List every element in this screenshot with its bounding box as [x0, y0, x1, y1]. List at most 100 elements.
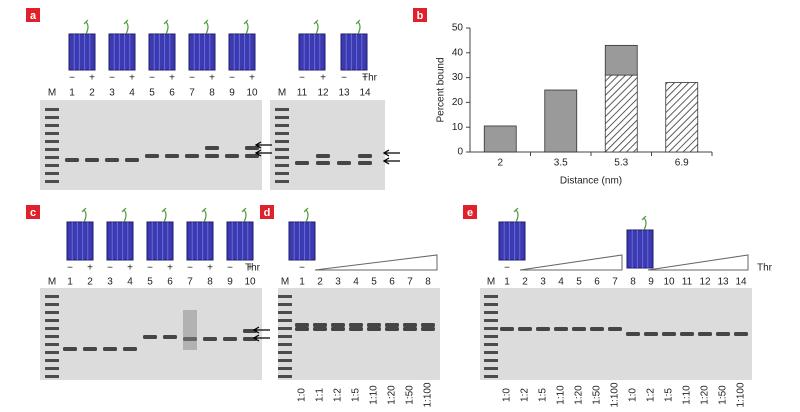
ratio-label: 1:0	[628, 388, 639, 402]
ratio-label: 1:5	[664, 388, 675, 402]
treatment-sign: −	[147, 263, 153, 274]
ladder-band	[484, 375, 498, 378]
gel-band	[83, 347, 97, 351]
panel-label: a	[30, 10, 37, 22]
ladder-band	[45, 303, 59, 306]
gel-band	[608, 327, 622, 331]
origami-icon	[186, 221, 214, 261]
treatment-sign: −	[341, 73, 347, 84]
ratio-label: 1:0	[502, 388, 513, 402]
gel-band	[105, 158, 119, 162]
lane-number: 2	[89, 88, 95, 99]
panel-label: b	[417, 10, 424, 22]
ladder-band	[45, 327, 59, 330]
arrow	[382, 149, 400, 157]
ladder-band	[278, 311, 292, 314]
ladder-band	[45, 172, 59, 175]
icon-loop	[241, 207, 247, 223]
gel-band	[500, 327, 514, 331]
treatment-label: Thr	[362, 73, 378, 84]
x-tick-label: 6.9	[675, 158, 689, 169]
ladder-band	[484, 343, 498, 346]
y-tick-label: 10	[452, 122, 464, 133]
ladder-band	[45, 116, 59, 119]
icon-loop	[161, 207, 167, 223]
x-axis-title: Distance (nm)	[560, 176, 622, 187]
ladder-band	[45, 343, 59, 346]
ladder-band	[45, 180, 59, 183]
origami-icon	[226, 221, 254, 261]
arrow	[254, 149, 272, 157]
ratio-label: 1:20	[387, 385, 398, 405]
treatment-sign: −	[107, 263, 113, 274]
ratio-label: 1:10	[682, 385, 693, 405]
titration-wedge	[647, 254, 749, 271]
ladder-band	[45, 132, 59, 135]
lane-number: 4	[558, 277, 564, 288]
lane-number: 6	[594, 277, 600, 288]
gel-band	[518, 327, 532, 331]
ratio-label: 1:50	[592, 385, 603, 405]
panel-label: d	[264, 207, 271, 219]
gel-band	[716, 332, 730, 336]
ratio-label: 1:100	[610, 382, 621, 407]
ladder-band	[275, 132, 289, 135]
arrow	[382, 157, 400, 165]
ladder-band	[278, 319, 292, 322]
lane-number: 10	[663, 277, 675, 288]
lane-number: 7	[189, 88, 195, 99]
lane-number: 11	[682, 277, 693, 288]
treatment-sign: −	[69, 73, 75, 84]
ladder-band	[275, 156, 289, 159]
lane-number: 10	[244, 277, 256, 288]
lane-number: 3	[335, 277, 341, 288]
gel-band	[313, 327, 327, 331]
icon-loop	[123, 19, 129, 35]
lane-number: 11	[297, 88, 308, 99]
gel-band	[590, 327, 604, 331]
origami-icon	[68, 33, 96, 71]
x-tick-label: 3.5	[554, 158, 568, 169]
gel-band	[403, 327, 417, 331]
gel-band	[644, 332, 658, 336]
gel-band	[349, 323, 363, 327]
ladder-band	[45, 108, 59, 111]
treatment-sign: −	[149, 73, 155, 84]
icon-loop	[243, 19, 249, 35]
ladder-band	[275, 108, 289, 111]
icon-loop	[81, 207, 87, 223]
bar	[604, 74, 638, 153]
panel-label-box	[26, 205, 40, 219]
gel	[40, 288, 262, 380]
ladder-band	[45, 351, 59, 354]
ladder-band	[45, 311, 59, 314]
lane-number: 13	[717, 277, 729, 288]
panel-label-box	[463, 205, 477, 219]
treatment-sign: −	[187, 263, 193, 274]
origami-icon	[146, 221, 174, 261]
bar	[483, 125, 517, 153]
treatment-sign: +	[87, 263, 93, 274]
icon-loop	[513, 207, 519, 223]
ladder-band	[275, 148, 289, 151]
x-tick-label: 2	[497, 158, 503, 169]
icon-loop	[313, 19, 319, 35]
icon-loop	[355, 19, 361, 35]
ratio-label: 1:1	[315, 388, 326, 402]
origami-icon	[626, 229, 654, 269]
icon-loop	[303, 207, 309, 223]
gel-band	[367, 327, 381, 331]
gel-band	[680, 332, 694, 336]
ratio-label: 1:0	[297, 388, 308, 402]
treatment-sign: +	[249, 73, 255, 84]
ladder-band	[484, 295, 498, 298]
treatment-sign: −	[299, 73, 305, 84]
gel-band	[403, 323, 417, 327]
lane-number: 1	[504, 277, 510, 288]
ratio-label: 1:2	[646, 388, 657, 402]
panel-label-box	[26, 8, 40, 22]
lane-number: 14	[359, 88, 371, 99]
gel-band	[367, 323, 381, 327]
panel-label: c	[30, 207, 36, 219]
